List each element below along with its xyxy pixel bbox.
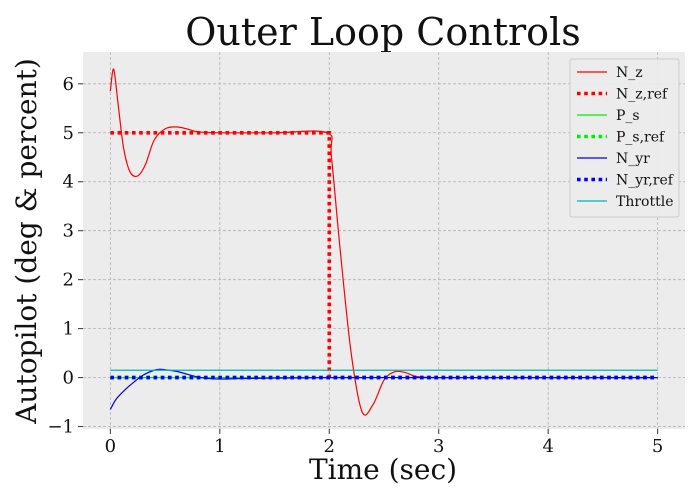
x-tick-label: 2 xyxy=(324,436,335,457)
chart-title: Outer Loop Controls xyxy=(185,10,580,54)
series-layer xyxy=(109,68,658,416)
legend: N_z N_z,ref P_s P_s,ref N_yr N_yr,ref Throttle xyxy=(569,58,680,218)
x-tick-label: 4 xyxy=(542,436,553,457)
x-tick-label: 5 xyxy=(652,436,663,457)
y-axis-label: Autopilot (deg & percent) xyxy=(10,58,43,425)
x-tick-label: 3 xyxy=(433,436,444,457)
y-tick-label: 1 xyxy=(63,319,74,340)
legend-label-p-s-ref: P_s,ref xyxy=(616,130,666,146)
x-axis-label: Time (sec) xyxy=(309,453,457,486)
axis-ticks: 0 1 2 3 4 5 −1 0 1 2 3 4 5 6 xyxy=(47,74,663,457)
y-tick-label: 2 xyxy=(63,270,74,291)
y-tick-label: 6 xyxy=(63,74,74,95)
y-tick-label: −1 xyxy=(47,417,74,438)
legend-box xyxy=(569,58,680,218)
legend-label-n-z: N_z xyxy=(616,65,643,81)
x-tick-label: 0 xyxy=(105,436,116,457)
legend-label-p-s: P_s xyxy=(616,108,640,124)
y-tick-label: 5 xyxy=(63,123,74,144)
legend-label-throttle: Throttle xyxy=(616,194,674,210)
legend-label-n-yr: N_yr xyxy=(616,151,650,167)
y-tick-label: 0 xyxy=(63,368,74,389)
legend-label-n-z-ref: N_z,ref xyxy=(616,87,669,103)
x-tick-label: 1 xyxy=(214,436,225,457)
y-tick-label: 4 xyxy=(63,172,74,193)
y-tick-label: 3 xyxy=(63,221,74,242)
legend-label-n-yr-ref: N_yr,ref xyxy=(616,173,675,189)
